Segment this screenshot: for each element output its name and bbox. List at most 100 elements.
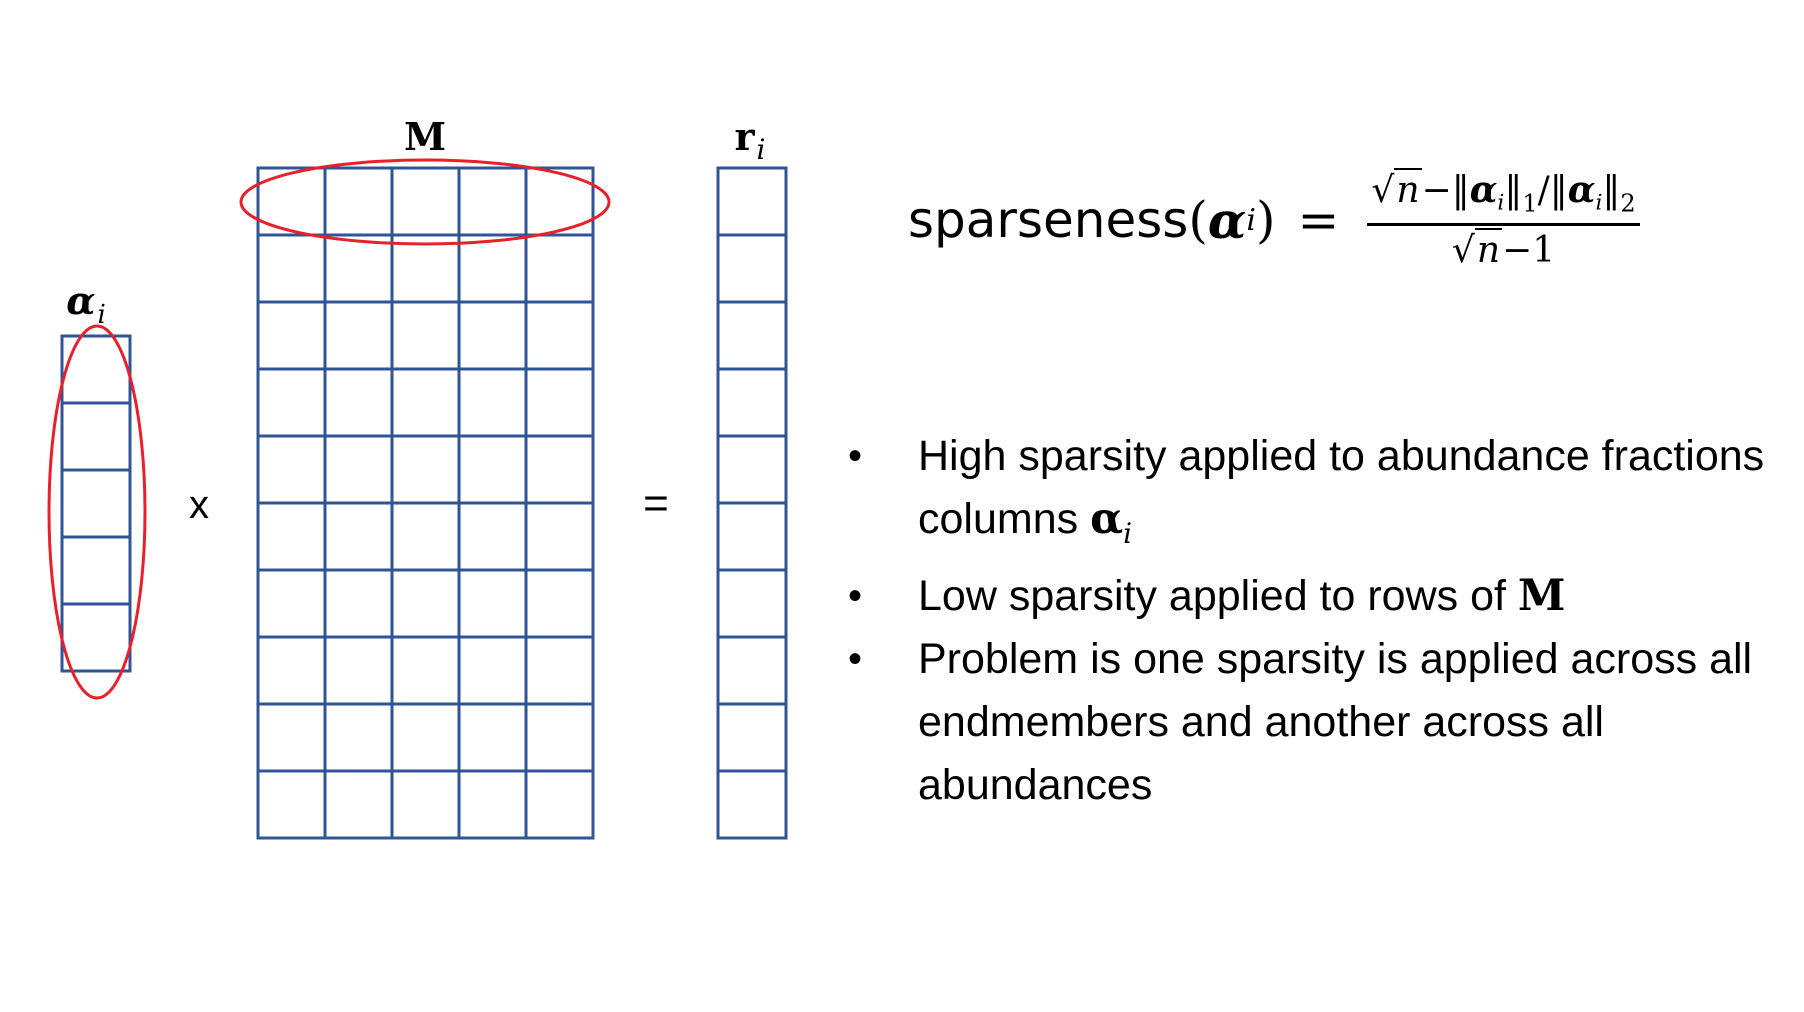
bullet-list: • High sparsity applied to abundance fra… <box>840 425 1790 817</box>
bullet-m-symbol: M <box>1517 570 1566 621</box>
m-matrix-cell <box>390 434 461 505</box>
r-vector-cell <box>716 568 788 639</box>
formula-word: sparseness <box>908 191 1189 249</box>
formula-alpha-subscript: i <box>1246 202 1256 238</box>
formula-num-norm1: ‖ <box>1504 169 1523 211</box>
m-matrix-cell <box>323 568 394 639</box>
formula-num-sub1: i <box>1497 190 1505 216</box>
alpha-vector-cell <box>60 468 132 539</box>
m-matrix-cell <box>457 769 528 840</box>
m-matrix-cell <box>323 501 394 572</box>
m-matrix-cell <box>457 635 528 706</box>
m-matrix-cell <box>524 233 595 304</box>
formula-open-paren: ( <box>1188 191 1208 249</box>
m-matrix-cell <box>524 568 595 639</box>
r-vector-grid <box>716 166 788 840</box>
formula-num-n: n <box>1394 167 1422 211</box>
bullet-alpha-symbol: α <box>1090 494 1124 544</box>
equals-operator: = <box>643 479 669 528</box>
m-matrix-cell <box>256 434 327 505</box>
m-matrix-cell <box>390 300 461 371</box>
m-matrix-cell <box>390 568 461 639</box>
formula-fraction: √n−‖αi‖1/‖αi‖2 √n−1 <box>1367 167 1640 272</box>
formula-num-slash: /‖ <box>1537 169 1568 211</box>
r-vector-cell <box>716 166 788 237</box>
m-matrix-grid <box>256 166 595 840</box>
formula-den-n: n <box>1474 228 1503 272</box>
formula-den-rest: −1 <box>1502 230 1556 272</box>
m-matrix-cell <box>323 367 394 438</box>
m-matrix-cell <box>390 769 461 840</box>
alpha-vector-grid <box>60 334 132 673</box>
m-matrix-cell <box>256 501 327 572</box>
formula-num-alpha1: α <box>1469 168 1498 211</box>
r-label: ri <box>735 114 766 166</box>
m-matrix-cell <box>524 434 595 505</box>
r-vector-cell <box>716 434 788 505</box>
m-matrix-cell <box>390 166 461 237</box>
m-matrix-cell <box>457 367 528 438</box>
formula-num-sub2: i <box>1595 190 1603 216</box>
m-matrix-cell <box>457 702 528 773</box>
m-matrix-cell <box>323 769 394 840</box>
bullet-text: Problem is one sparsity is applied acros… <box>918 634 1753 809</box>
m-matrix-cell <box>256 769 327 840</box>
r-vector-cell <box>716 233 788 304</box>
r-vector-cell <box>716 635 788 706</box>
bullet-alpha-subscript: i <box>1123 516 1133 550</box>
m-matrix-cell <box>524 367 595 438</box>
m-matrix-cell <box>524 769 595 840</box>
bullet-item-problem: • Problem is one sparsity is applied acr… <box>840 628 1790 817</box>
m-matrix-cell <box>323 702 394 773</box>
m-matrix-cell <box>323 434 394 505</box>
alpha-column-highlight-ellipse <box>47 324 147 700</box>
bullet-item-high-sparsity: • High sparsity applied to abundance fra… <box>840 425 1790 565</box>
m-matrix-cell <box>390 367 461 438</box>
m-matrix-cell <box>524 702 595 773</box>
bullet-text: Low sparsity applied to rows of <box>918 571 1518 620</box>
m-matrix-cell <box>390 702 461 773</box>
sqrt-symbol: √n <box>1371 167 1422 211</box>
alpha-vector-cell <box>60 401 132 472</box>
m-matrix-cell <box>524 300 595 371</box>
m-matrix-cell <box>457 300 528 371</box>
alpha-label: αi <box>66 278 106 330</box>
sparseness-formula: sparseness ( α i ) = √n−‖αi‖1/‖αi‖2 √n−1 <box>908 160 1640 280</box>
formula-num-norm2: ‖ <box>1602 169 1621 211</box>
formula-num-two: 2 <box>1620 189 1636 218</box>
m-matrix-cell <box>457 434 528 505</box>
m-matrix-cell <box>256 367 327 438</box>
r-vector-cell <box>716 501 788 572</box>
formula-num-alpha2: α <box>1567 168 1596 211</box>
m-matrix-cell <box>524 501 595 572</box>
formula-alpha: α <box>1207 190 1247 250</box>
m-matrix-cell <box>457 568 528 639</box>
m-matrix-cell <box>323 166 394 237</box>
formula-denominator: √n−1 <box>1451 226 1556 272</box>
r-vector-cell <box>716 769 788 840</box>
m-matrix-cell <box>256 568 327 639</box>
formula-num-minus: −‖ <box>1421 169 1470 211</box>
alpha-vector-cell <box>60 535 132 606</box>
bullet-dot: • <box>848 434 863 478</box>
m-matrix-cell <box>323 635 394 706</box>
m-matrix-cell <box>323 233 394 304</box>
formula-close-paren: ) <box>1255 191 1276 249</box>
m-matrix-cell <box>457 166 528 237</box>
m-matrix-cell <box>457 501 528 572</box>
m-matrix-cell <box>323 300 394 371</box>
m-matrix-cell <box>524 635 595 706</box>
r-vector-cell <box>716 702 788 773</box>
r-vector-cell <box>716 300 788 371</box>
alpha-vector-cell <box>60 602 132 673</box>
times-operator: x <box>189 483 209 527</box>
m-matrix-cell <box>256 635 327 706</box>
bullet-dot: • <box>848 573 863 618</box>
formula-equals: = <box>1297 191 1340 249</box>
bullet-dot: • <box>848 636 863 681</box>
sqrt-symbol-den: √n <box>1451 228 1503 272</box>
m-matrix-cell <box>256 300 327 371</box>
m-matrix-cell <box>390 635 461 706</box>
m-matrix-cell <box>457 233 528 304</box>
bullet-item-low-sparsity: • Low sparsity applied to rows of M <box>840 565 1790 628</box>
